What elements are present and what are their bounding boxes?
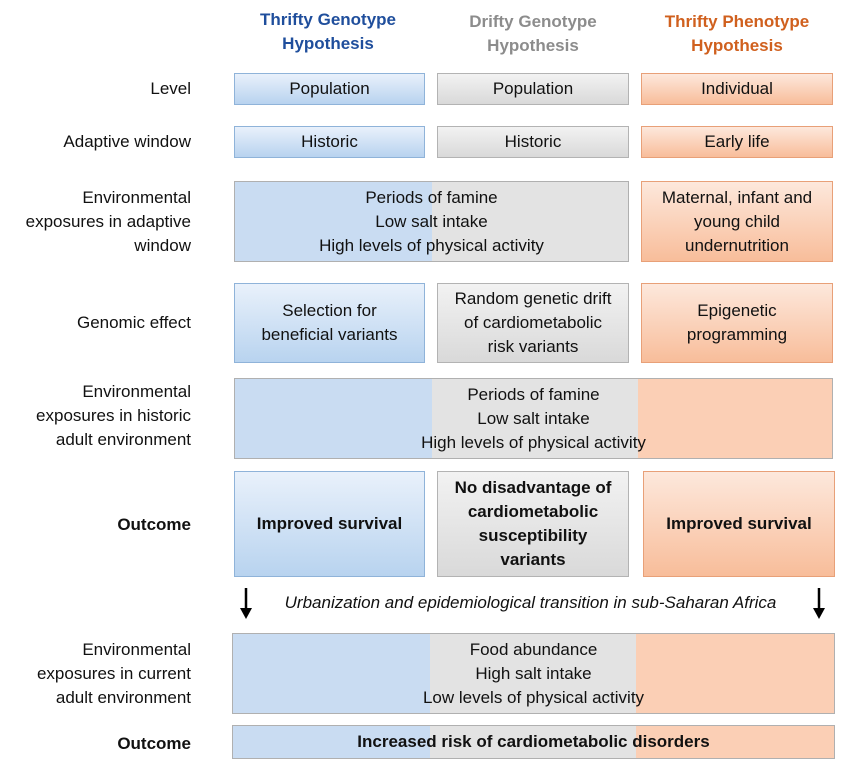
outcome-shared-increased-risk-text: Increased risk of cardiometabolic disord… xyxy=(357,732,710,751)
outcome-shared-increased-risk: Increased risk of cardiometabolic disord… xyxy=(232,725,835,759)
env-historic-shared-text: Periods of famine Low salt intake High l… xyxy=(421,384,646,452)
row-label-genomic-effect: Genomic effect xyxy=(76,313,191,332)
genomic-effect-drifty-genotype: Random genetic drift of cardiometabolic … xyxy=(437,283,629,363)
row-label-level: Level xyxy=(150,79,191,98)
level-thrifty-genotype: Population xyxy=(234,73,425,105)
outcome-thrifty-phenotype: Improved survival xyxy=(643,471,835,577)
env-historic-shared: Periods of famine Low salt intake High l… xyxy=(234,378,833,459)
level-thrifty-phenotype: Individual xyxy=(641,73,833,105)
row-label-adaptive-window: Adaptive window xyxy=(63,132,191,151)
env-current-shared: Food abundance High salt intake Low leve… xyxy=(232,633,835,714)
column-header-thrifty-phenotype: Thrifty Phenotype Hypothesis xyxy=(664,12,810,55)
env-adaptive-shared-genotype: Periods of famine Low salt intake High l… xyxy=(234,181,629,262)
row-label-outcome-2: Outcome xyxy=(117,734,191,753)
outcome-drifty-genotype: No disadvantage of cardiometabolic susce… xyxy=(437,471,629,577)
transition-text: Urbanization and epidemiological transit… xyxy=(284,593,777,612)
outcome-thrifty-genotype: Improved survival xyxy=(234,471,425,577)
down-arrow-right-icon xyxy=(813,588,825,619)
row-label-env-adaptive-window: Environmental exposures in adaptive wind… xyxy=(25,188,191,255)
level-drifty-genotype: Population xyxy=(437,73,629,105)
adaptive-window-thrifty-genotype: Historic xyxy=(234,126,425,158)
row-label-env-historic: Environmental exposures in historic adul… xyxy=(36,382,191,449)
row-label-outcome-1: Outcome xyxy=(117,515,191,534)
genomic-effect-thrifty-genotype: Selection for beneficial variants xyxy=(234,283,425,363)
adaptive-window-drifty-genotype: Historic xyxy=(437,126,629,158)
genomic-effect-thrifty-phenotype: Epigenetic programming xyxy=(641,283,833,363)
env-adaptive-thrifty-phenotype: Maternal, infant and young child undernu… xyxy=(641,181,833,262)
env-adaptive-shared-genotype-text: Periods of famine Low salt intake High l… xyxy=(319,187,544,255)
down-arrow-left-icon xyxy=(240,588,252,619)
env-current-shared-text: Food abundance High salt intake Low leve… xyxy=(422,639,645,707)
column-header-thrifty-genotype: Thrifty Genotype Hypothesis xyxy=(259,10,396,53)
adaptive-window-thrifty-phenotype: Early life xyxy=(641,126,833,158)
column-header-drifty-genotype: Drifty Genotype Hypothesis xyxy=(469,12,597,55)
row-label-env-current: Environmental exposures in current adult… xyxy=(36,640,191,707)
